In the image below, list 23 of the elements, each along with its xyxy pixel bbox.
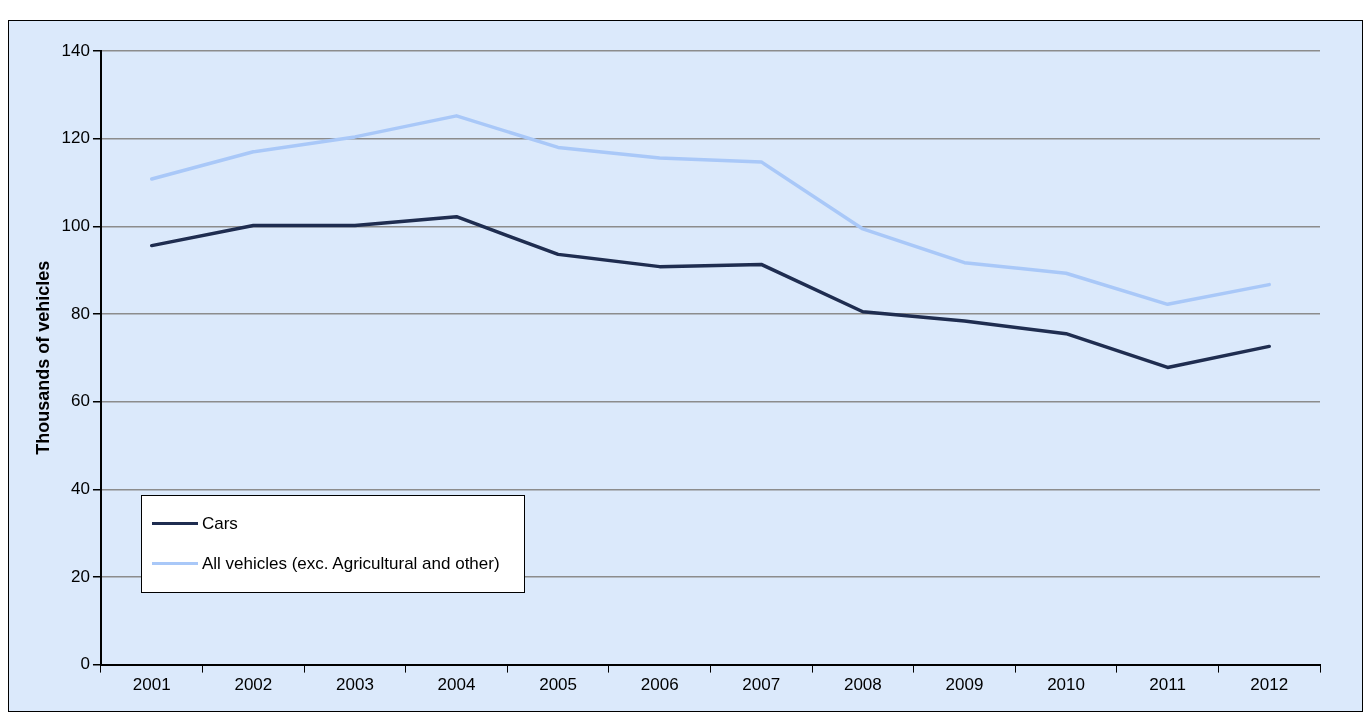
x-tick-label: 2008 — [843, 675, 882, 695]
x-tick-label: 2011 — [1149, 675, 1186, 695]
legend-label: Cars — [201, 513, 238, 534]
y-tick-label: 80 — [71, 303, 90, 323]
y-tick-label: 40 — [71, 478, 90, 498]
x-tick-label: 2010 — [1047, 675, 1085, 695]
x-tick-label: 2002 — [234, 675, 273, 695]
y-axis-title: Thousands of vehicles — [32, 260, 53, 455]
y-tick-label: 120 — [61, 128, 90, 148]
x-tick-label: 2001 — [132, 675, 171, 695]
y-tick-label: 140 — [61, 40, 90, 60]
x-tick-label: 2004 — [437, 675, 476, 695]
x-tick-label: 2009 — [945, 675, 984, 695]
x-tick-label: 2003 — [336, 675, 374, 695]
y-tick-label: 0 — [80, 654, 90, 674]
legend-label: All vehicles (exc. Agricultural and other) — [201, 553, 500, 574]
x-tick-label: 2012 — [1250, 675, 1289, 695]
x-tick-label: 2006 — [640, 675, 679, 695]
y-tick-label: 60 — [71, 391, 90, 411]
y-tick-label: 100 — [61, 216, 90, 235]
y-tick-label: 20 — [71, 566, 90, 586]
x-tick-label: 2007 — [742, 675, 781, 695]
x-tick-label: 2005 — [539, 675, 578, 695]
